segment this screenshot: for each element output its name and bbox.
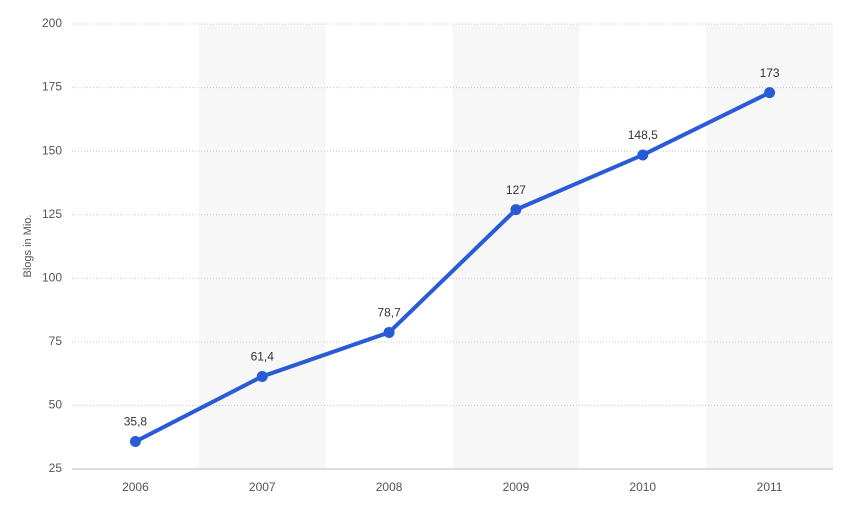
y-axis-label: Blogs in Mio. [22,215,34,278]
value-label: 35,8 [124,415,148,429]
point [764,87,776,99]
x-tick-label: 2010 [629,480,656,494]
point [510,204,522,216]
y-tick-label: 75 [49,334,63,348]
band [706,24,833,469]
point [383,326,395,338]
y-tick-label: 175 [42,80,62,94]
point [129,436,141,448]
x-tick-label: 2009 [503,480,530,494]
band [198,24,326,469]
point [637,149,649,161]
value-label: 148,5 [628,128,658,142]
line [134,90,771,444]
x-tick-label: 2008 [376,480,403,494]
point [256,370,268,382]
value-label: 173 [760,66,780,80]
y-tick-label: 200 [42,16,62,30]
x-tick-label: 2007 [249,480,276,494]
x-tick-label: 2006 [122,480,149,494]
y-tick-label: 50 [49,398,63,412]
y-tick-label: 25 [49,461,63,475]
value-label: 78,7 [377,306,401,320]
y-tick-label: 150 [42,143,62,157]
value-label: 127 [506,183,526,197]
value-label: 61,4 [251,350,275,364]
y-tick-label: 125 [42,207,62,221]
x-tick-label: 2011 [757,480,783,494]
y-tick-label: 100 [42,270,62,284]
band [452,24,580,469]
